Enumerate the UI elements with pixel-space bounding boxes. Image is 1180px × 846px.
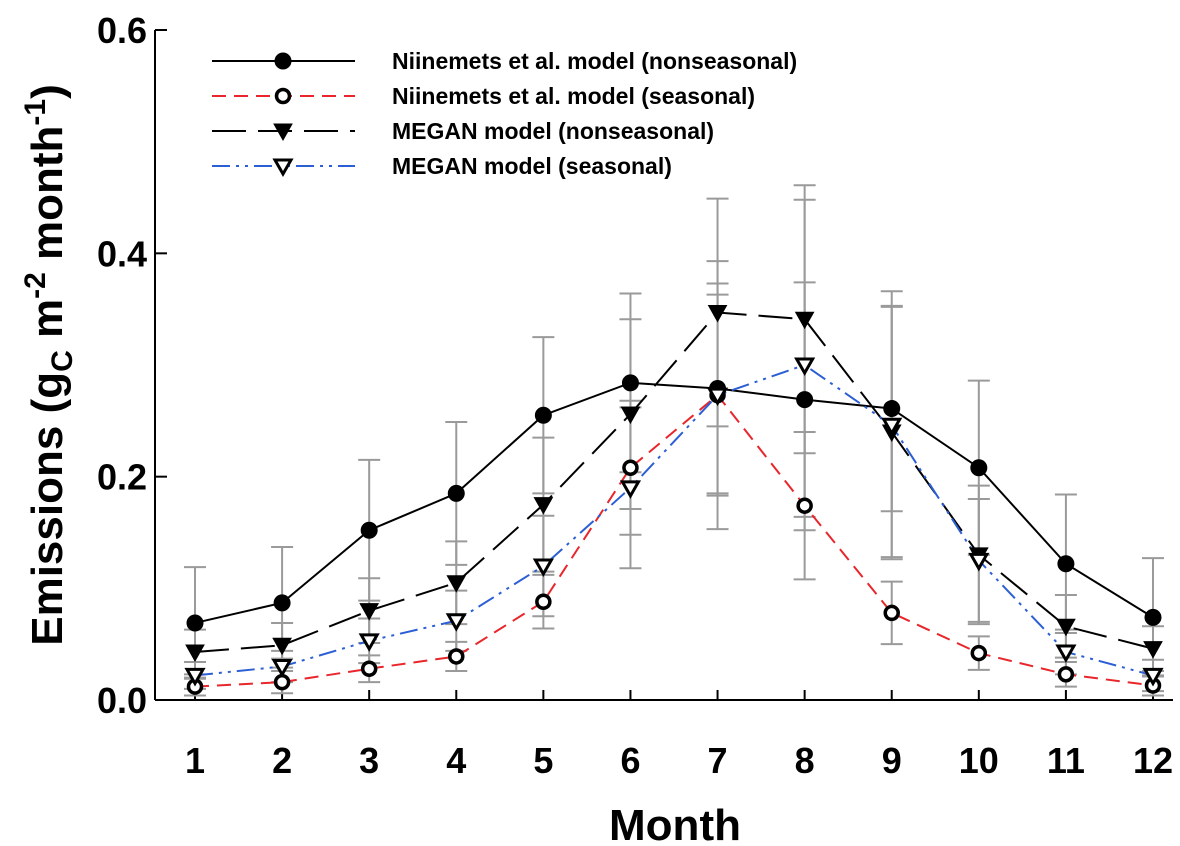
x-tick-label: 4 bbox=[446, 740, 466, 781]
axes: 0.00.20.40.61 2 3 4 5 6 7 8 9 10 11 12 bbox=[97, 10, 1173, 781]
data-point bbox=[359, 603, 380, 621]
y-tick-label: 0.0 bbox=[97, 680, 147, 721]
data-point bbox=[184, 667, 206, 687]
series-markers bbox=[184, 305, 1164, 695]
data-point bbox=[706, 387, 729, 407]
data-point bbox=[622, 459, 639, 476]
data-point bbox=[1142, 667, 1164, 687]
data-point bbox=[883, 604, 900, 622]
data-point bbox=[881, 417, 903, 437]
x-tick-label: 6 bbox=[620, 740, 640, 781]
x-tick-label: 3 bbox=[359, 740, 379, 781]
data-point bbox=[1057, 555, 1075, 573]
data-point bbox=[532, 558, 554, 578]
x-tick-label: 9 bbox=[882, 740, 902, 781]
data-point bbox=[446, 575, 467, 593]
legend-marker-3 bbox=[273, 123, 293, 142]
data-point bbox=[1055, 644, 1077, 664]
x-tick-label: 10 bbox=[959, 740, 999, 781]
data-point bbox=[272, 637, 292, 656]
x-tick-label: 2 bbox=[272, 740, 292, 781]
y-tick-label: 0.6 bbox=[97, 10, 147, 51]
data-point bbox=[620, 406, 641, 425]
data-point bbox=[619, 480, 642, 499]
data-point bbox=[448, 648, 465, 665]
legend-label-2: Niinemets et al. model (seasonal) bbox=[392, 83, 755, 109]
data-point bbox=[535, 593, 552, 610]
data-point bbox=[1144, 608, 1162, 626]
data-point bbox=[1056, 618, 1076, 637]
data-point bbox=[534, 406, 552, 424]
x-tick-label: 5 bbox=[533, 740, 553, 781]
data-point bbox=[883, 400, 901, 418]
y-axis-title-sup1: -2 bbox=[19, 272, 52, 299]
data-point bbox=[273, 673, 291, 691]
series-lines bbox=[194, 311, 1154, 688]
data-point bbox=[794, 311, 815, 330]
x-tick-label: 1 bbox=[185, 740, 205, 781]
data-point bbox=[707, 305, 728, 323]
legend-label-3: MEGAN model (nonseasonal) bbox=[392, 118, 714, 144]
legend-label-1: Niinemets et al. model (nonseasonal) bbox=[392, 48, 797, 74]
y-axis-title-end: ) bbox=[23, 84, 72, 99]
data-point bbox=[186, 614, 204, 632]
series-line-4 bbox=[194, 363, 1154, 677]
data-point bbox=[273, 594, 291, 612]
legend-marker-2 bbox=[274, 87, 292, 105]
y-axis-title-main: Emissions (g bbox=[23, 372, 72, 646]
data-point bbox=[360, 660, 378, 677]
y-tick-label: 0.4 bbox=[97, 233, 147, 274]
data-point bbox=[445, 613, 467, 632]
data-point bbox=[1143, 641, 1163, 659]
series-line-2 bbox=[194, 393, 1154, 688]
series-line-1 bbox=[194, 381, 1154, 624]
series-line-3 bbox=[194, 311, 1154, 653]
legend-marker-1 bbox=[274, 52, 292, 70]
x-axis-title: Month bbox=[609, 801, 741, 846]
data-point bbox=[360, 521, 378, 539]
x-tick-label: 12 bbox=[1133, 740, 1173, 781]
data-point bbox=[1057, 666, 1075, 683]
y-axis-title-sub: C bbox=[46, 350, 79, 372]
y-axis-title: Emissions (gC m-2 month-1) bbox=[19, 84, 79, 646]
y-tick-label: 0.2 bbox=[97, 457, 147, 498]
y-axis-title-mid2: month bbox=[23, 126, 72, 273]
data-point bbox=[185, 644, 205, 663]
data-point bbox=[970, 459, 988, 477]
data-point bbox=[796, 391, 814, 409]
x-tick-label: 11 bbox=[1047, 740, 1085, 781]
data-point bbox=[968, 552, 990, 572]
data-point bbox=[970, 644, 988, 662]
data-point bbox=[794, 357, 816, 377]
data-point bbox=[447, 484, 465, 502]
data-point bbox=[271, 659, 293, 678]
legend: Niinemets et al. model (nonseasonal) Niin… bbox=[212, 48, 797, 179]
data-point bbox=[796, 497, 813, 514]
data-point bbox=[358, 633, 380, 652]
x-tick-label: 8 bbox=[795, 740, 815, 781]
y-axis-title-sup2: -1 bbox=[19, 99, 52, 126]
x-tick-label: 7 bbox=[708, 740, 728, 781]
data-point bbox=[533, 497, 554, 515]
legend-marker-4 bbox=[272, 158, 294, 178]
data-point bbox=[621, 374, 639, 392]
y-axis-title-mid: m bbox=[23, 299, 72, 350]
legend-label-4: MEGAN model (seasonal) bbox=[392, 153, 672, 179]
